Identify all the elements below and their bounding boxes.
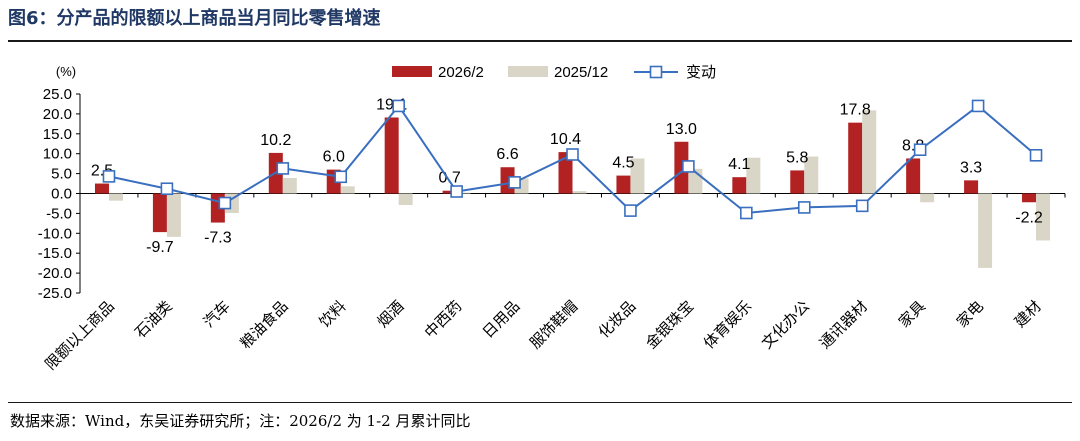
- chart: 25.0 20.0 15.0 10.0 5.0 0.0 -5.0 -10.0 -15.0 -20.…: [38, 64, 1066, 374]
- source-rule: [8, 402, 1072, 403]
- category-label: 中西药: [422, 298, 466, 342]
- bar-2025-12: [630, 158, 645, 194]
- y-tick-label: -25.0: [38, 285, 72, 302]
- category-label: 化妆品: [595, 298, 639, 342]
- legend-swatch-2026-2: [392, 66, 432, 77]
- legend-swatch-2025-12: [508, 66, 548, 77]
- y-tick-label: -15.0: [38, 245, 72, 262]
- bar-2025-12: [862, 110, 877, 194]
- data-label-2026-2: 3.3: [960, 159, 982, 176]
- marker-change: [102, 170, 116, 183]
- marker-change: [682, 160, 695, 173]
- data-label-2026-2: 5.8: [786, 149, 808, 166]
- marker-change: [1029, 148, 1043, 162]
- bar-2026-2: [616, 175, 631, 194]
- category-label: 服饰鞋帽: [527, 298, 581, 352]
- legend-label-2025-12: 2025/12: [554, 64, 608, 81]
- legend-marker-change: [649, 65, 663, 79]
- data-label-2026-2: -7.3: [204, 230, 232, 247]
- legend-label-2026-2: 2026/2: [438, 64, 484, 81]
- bar-2026-2: [848, 122, 863, 194]
- data-label-2026-2: 13.0: [666, 121, 697, 138]
- category-label: 烟酒: [374, 298, 407, 331]
- data-label-2026-2: 17.8: [840, 102, 871, 119]
- marker-change: [624, 204, 637, 217]
- bar-2025-12: [282, 177, 297, 194]
- bar-2025-12: [398, 193, 413, 206]
- marker-change: [334, 170, 348, 184]
- data-label-2026-2: 6.0: [323, 149, 345, 166]
- bar-2025-12: [340, 186, 355, 194]
- title-rule: [8, 40, 1072, 42]
- data-label-2026-2: 4.5: [612, 155, 634, 172]
- category-label: 粮油食品: [237, 298, 291, 352]
- bar-2025-12: [1036, 193, 1051, 241]
- bar-2025-12: [920, 193, 935, 203]
- category-label: 文化办公: [759, 298, 813, 352]
- bar-2025-12: [456, 192, 471, 194]
- marker-change: [566, 148, 579, 161]
- source-note: 数据来源：Wind，东吴证券研究所；注：2026/2 为 1-2 月累计同比: [10, 412, 471, 430]
- category-label: 日用品: [480, 298, 524, 342]
- category-label: 饮料: [316, 298, 349, 331]
- data-label-2026-2: 0.7: [438, 170, 460, 187]
- marker-change: [392, 99, 405, 113]
- marker-change: [971, 99, 985, 113]
- bar-2025-12: [746, 157, 761, 194]
- data-label-2026-2: 4.1: [728, 156, 750, 173]
- category-label: 通讯器材: [817, 298, 871, 352]
- category-label: 石油类: [132, 298, 176, 342]
- y-tick-label: 15.0: [43, 126, 72, 143]
- bar-2026-2: [384, 117, 399, 194]
- marker-change: [855, 199, 869, 213]
- bar-2026-2: [964, 180, 979, 194]
- y-tick-label: 25.0: [43, 86, 72, 103]
- bar-2026-2: [674, 141, 689, 194]
- bar-2026-2: [558, 152, 573, 194]
- data-label-2026-2: -9.7: [146, 239, 174, 256]
- figure-title: 图6：分产品的限额以上商品当月同比零售增速: [8, 8, 381, 29]
- bar-2026-2: [442, 190, 457, 194]
- category-label: 建材: [1012, 298, 1045, 331]
- marker-change: [740, 206, 753, 220]
- y-tick-label: 0.0: [51, 186, 72, 203]
- data-label-2026-2: 10.2: [260, 132, 291, 149]
- category-label: 体育娱乐: [701, 298, 755, 352]
- y-tick-label: 5.0: [51, 166, 72, 183]
- bar-2026-2: [1022, 193, 1037, 203]
- marker-change: [508, 176, 521, 189]
- marker-change: [276, 162, 290, 175]
- bar-2025-12: [572, 191, 587, 194]
- y-tick-label: -5.0: [46, 205, 72, 222]
- marker-change: [160, 182, 174, 196]
- bar-2025-12: [804, 156, 819, 194]
- marker-change: [450, 185, 463, 198]
- marker-change: [797, 201, 811, 214]
- bar-2026-2: [152, 193, 167, 233]
- marker-change: [218, 196, 232, 210]
- bar-2025-12: [108, 193, 123, 201]
- bar-2025-12: [978, 193, 993, 268]
- bar-2026-2: [732, 177, 747, 194]
- bar-2025-12: [166, 193, 181, 237]
- data-label-2026-2: 10.4: [550, 131, 581, 148]
- category-label: 汽车: [200, 298, 233, 331]
- legend-label-change: 变动: [686, 64, 716, 81]
- y-tick-label: 20.0: [43, 106, 72, 123]
- category-label: 家具: [896, 298, 929, 331]
- y-axis-unit: (%): [56, 64, 76, 79]
- category-label: 金银珠宝: [643, 298, 697, 352]
- category-label: 限额以上商品: [42, 298, 118, 374]
- bar-2026-2: [94, 183, 109, 194]
- bar-2026-2: [790, 170, 805, 194]
- y-tick-label: -20.0: [38, 265, 72, 282]
- data-label-2026-2: 6.6: [496, 146, 518, 163]
- category-label: 家电: [954, 298, 987, 331]
- y-tick-label: -10.0: [38, 225, 72, 242]
- y-tick-label: 10.0: [43, 146, 72, 163]
- marker-change: [913, 143, 927, 157]
- data-label-2026-2: -2.2: [1015, 209, 1043, 226]
- bar-2026-2: [906, 158, 921, 194]
